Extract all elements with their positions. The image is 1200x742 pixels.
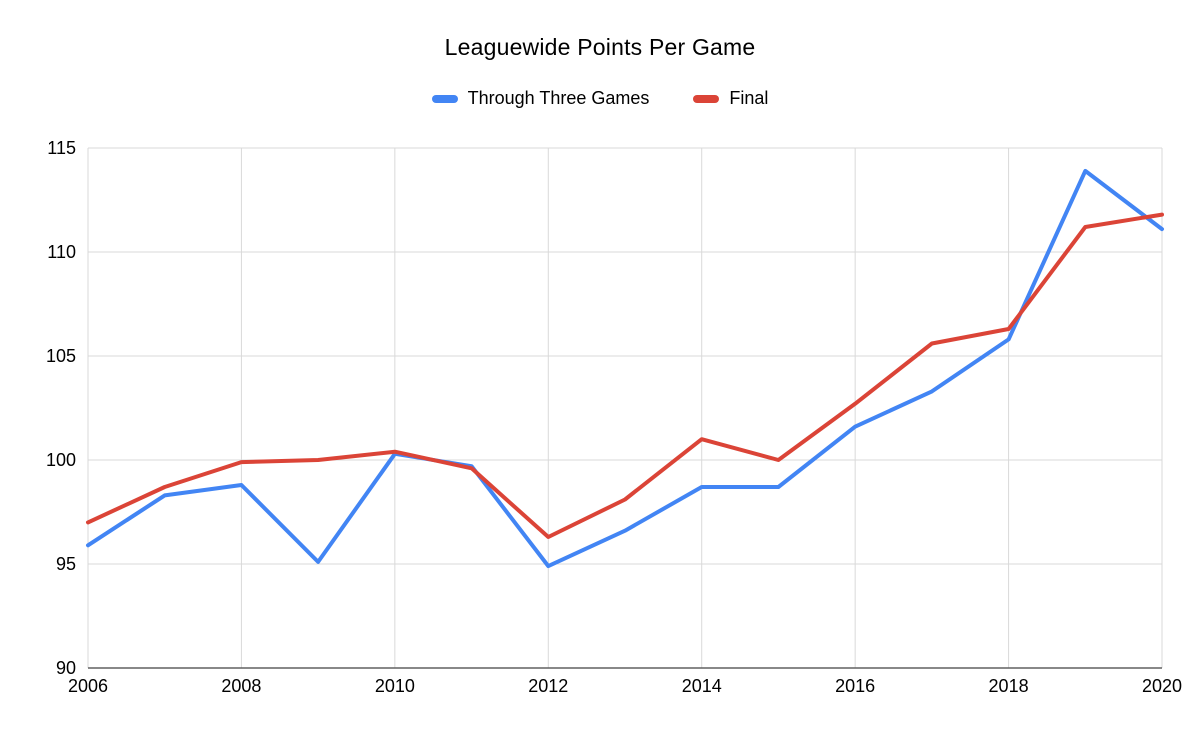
chart-title: Leaguewide Points Per Game [444,34,756,60]
x-tick-label: 2014 [682,676,722,696]
series-line-through-three-games [86,168,1164,569]
series-line-final [86,212,1164,539]
legend-label-through-three-games: Through Three Games [467,88,650,108]
legend-swatch-red [693,94,720,103]
x-tick-label: 2018 [989,676,1029,696]
y-tick-label: 110 [47,242,76,262]
x-tick-label: 2012 [528,676,568,696]
legend-label-final: Final [729,88,769,108]
y-tick-label: 90 [56,658,76,678]
y-tick-label: 115 [47,138,76,158]
legend-item-final: Final [693,88,768,109]
y-tick-label: 100 [46,450,76,470]
x-tick-label: 2006 [68,676,108,696]
legend-swatch-blue [431,94,458,103]
legend-item-through-three-games: Through Three Games [431,88,650,109]
chart-legend: Through Three Games Final [0,88,1200,109]
y-tick-label: 105 [46,346,76,366]
x-tick-label: 2016 [835,676,875,696]
x-tick-label: 2008 [221,676,261,696]
x-tick-label: 2020 [1142,676,1182,696]
x-tick-label: 2010 [375,676,415,696]
y-tick-label: 95 [56,554,76,574]
